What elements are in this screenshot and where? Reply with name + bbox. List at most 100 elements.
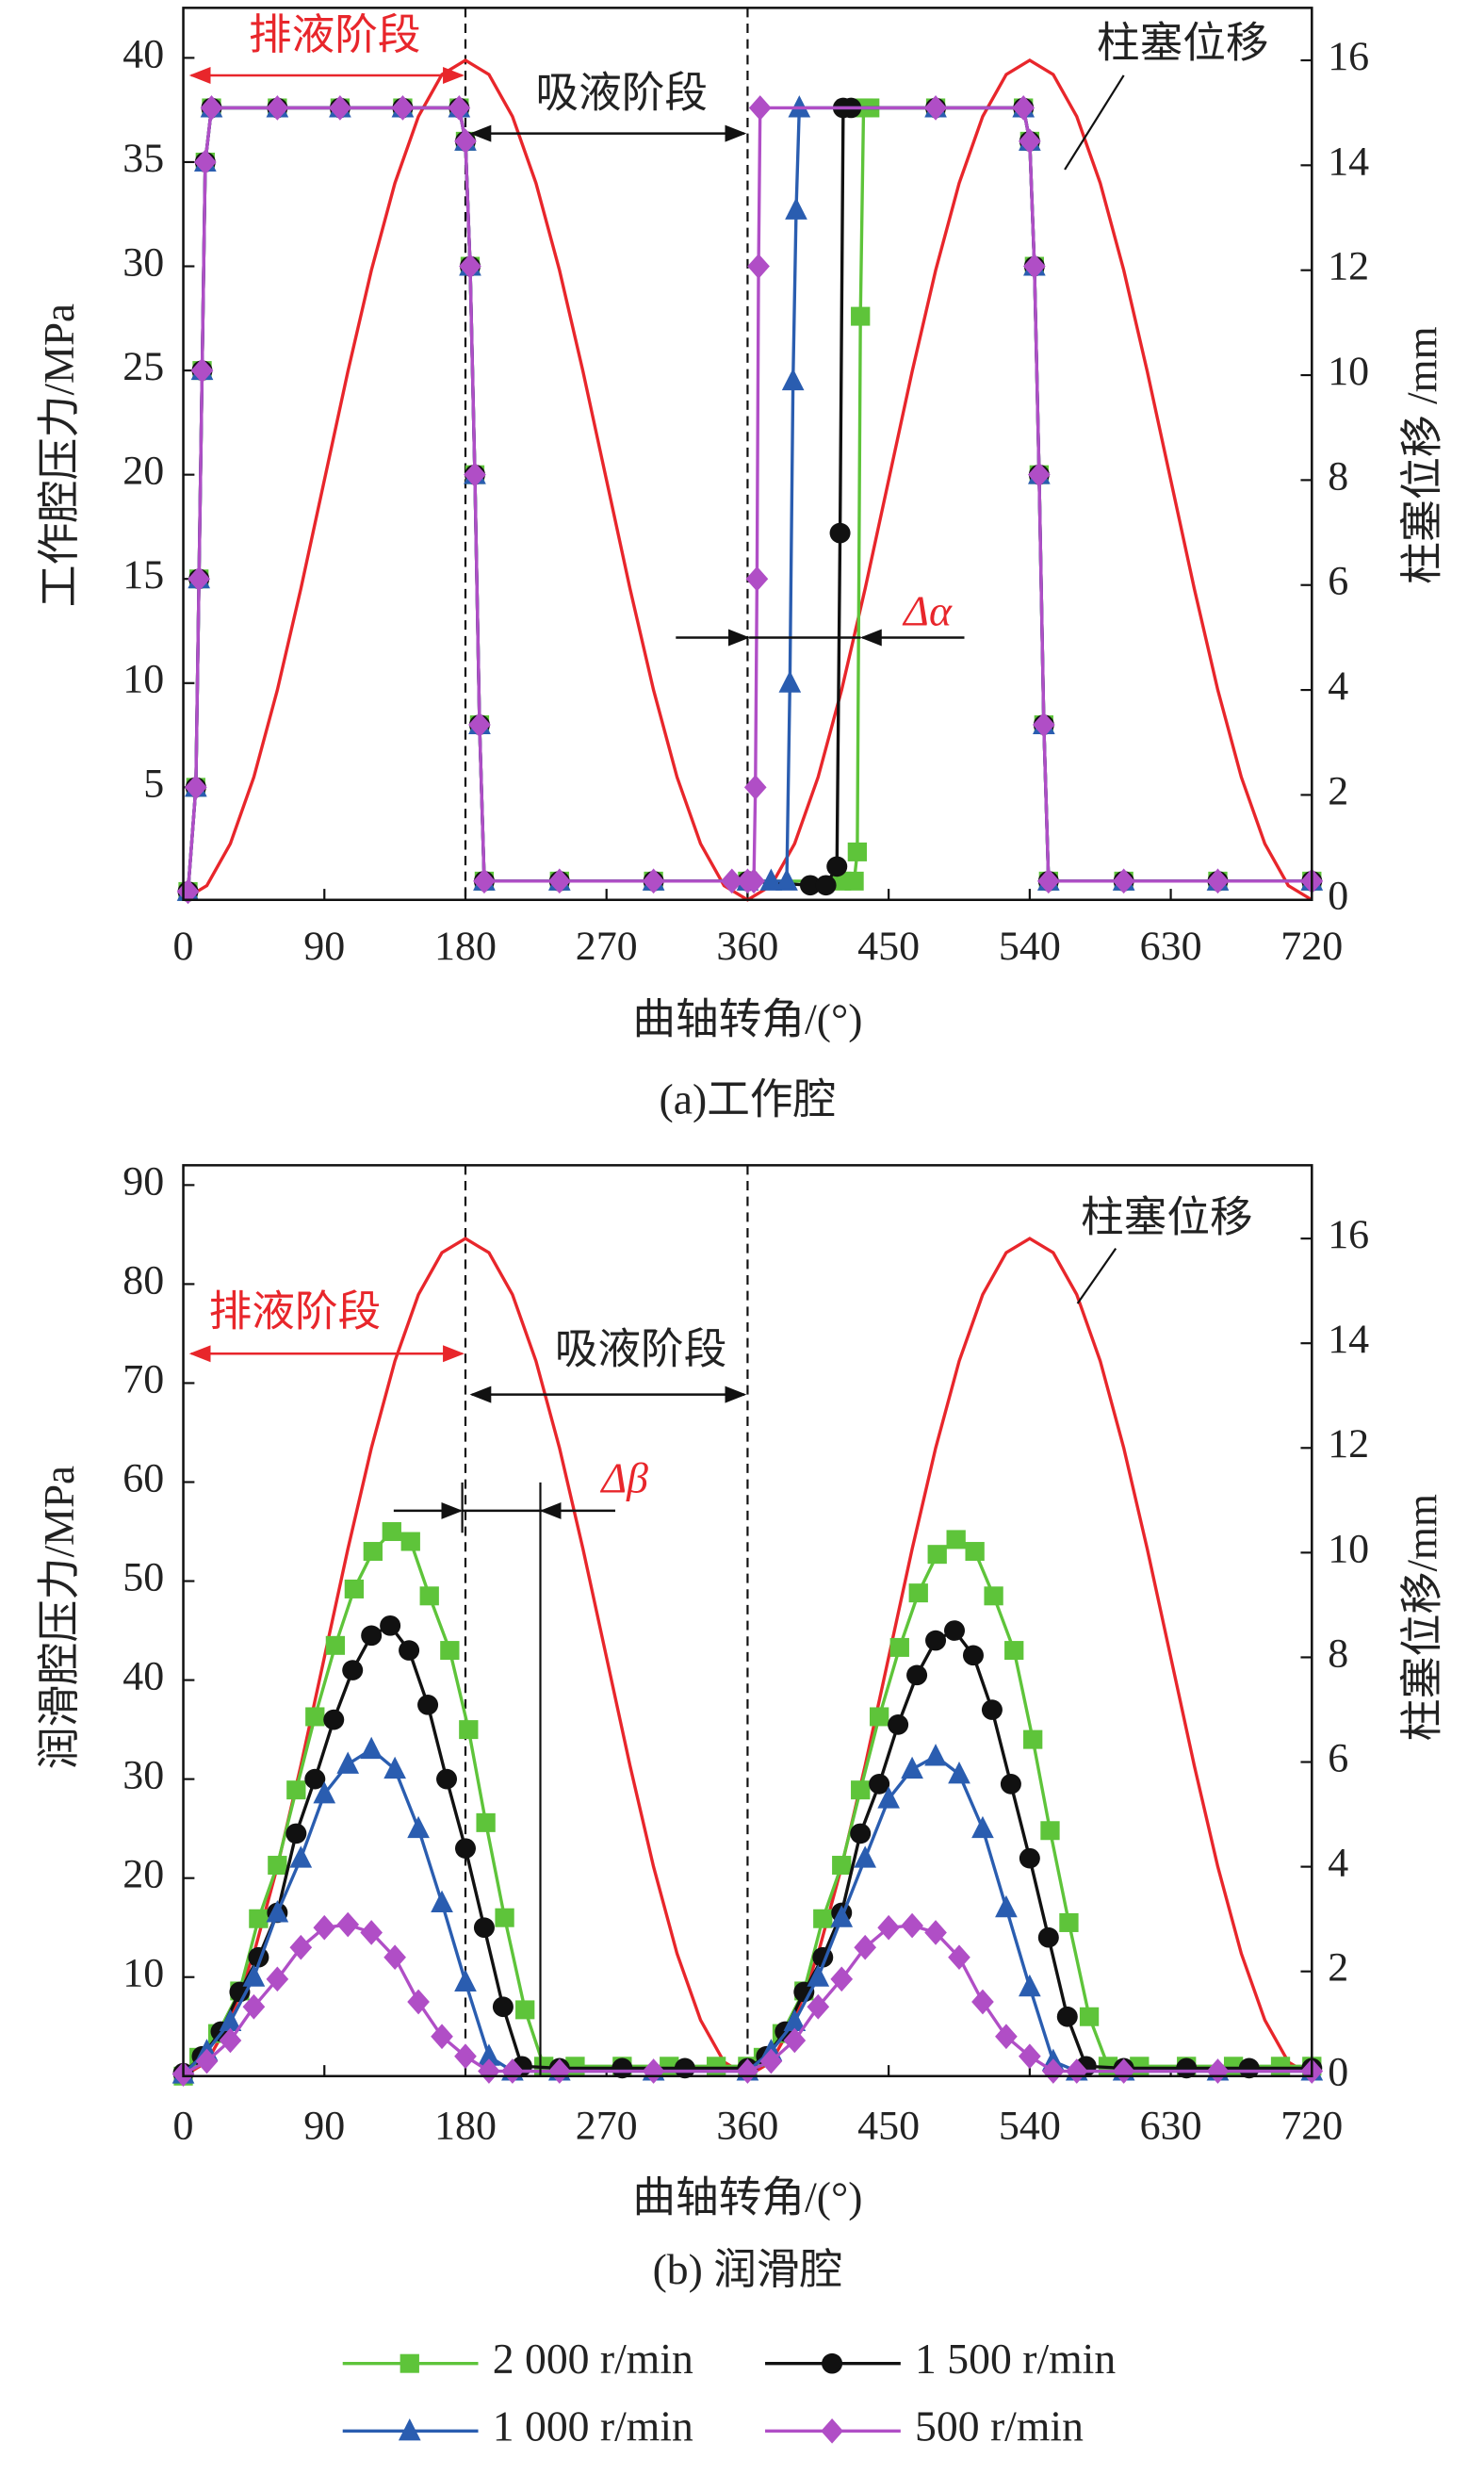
marker <box>674 2057 695 2079</box>
marker <box>242 1964 266 1987</box>
marker <box>984 1586 1003 1606</box>
y2-tick-label: 14 <box>1328 139 1369 185</box>
marker <box>200 95 223 121</box>
marker <box>289 1845 313 1868</box>
y2-tick-label: 0 <box>1328 874 1348 919</box>
series-line <box>186 106 1313 893</box>
marker <box>313 1781 336 1804</box>
marker <box>325 1635 346 1655</box>
marker <box>745 565 769 592</box>
marker <box>363 1542 383 1562</box>
y-tick-label: 35 <box>122 136 164 181</box>
marker <box>1019 1847 1040 1869</box>
marker <box>927 1545 947 1565</box>
y2-tick-label: 12 <box>1328 244 1369 289</box>
marker <box>971 1989 994 2015</box>
marker <box>361 1625 383 1647</box>
x-tick-label: 0 <box>173 2104 194 2149</box>
y2-tick-label: 0 <box>1328 2050 1348 2095</box>
x-tick-label: 180 <box>434 924 497 969</box>
marker <box>830 1966 854 1992</box>
marker <box>547 2058 571 2084</box>
marker <box>925 1630 947 1651</box>
marker <box>193 149 217 175</box>
marker <box>807 1964 830 1987</box>
marker <box>1112 2058 1135 2084</box>
marker <box>478 2043 500 2066</box>
y-tick-label: 40 <box>122 32 164 77</box>
marker <box>869 1774 890 1795</box>
marker <box>360 1920 383 1945</box>
marker <box>813 1909 833 1928</box>
marker <box>785 197 807 220</box>
marker <box>266 1966 289 1992</box>
marker <box>391 95 415 121</box>
marker <box>249 1909 269 1928</box>
y-tick-label: 70 <box>122 1357 164 1402</box>
marker <box>440 1641 460 1661</box>
marker <box>924 95 947 121</box>
y2-axis-label: 柱塞位移/mm <box>1398 1494 1445 1741</box>
marker <box>888 1714 909 1735</box>
y-tick-label: 90 <box>122 1159 164 1205</box>
marker <box>1206 2058 1230 2084</box>
marker <box>981 1699 1003 1720</box>
y-tick-label: 20 <box>122 449 164 494</box>
chart-title: (a)工作腔 <box>660 1076 837 1123</box>
y2-tick-label: 2 <box>1328 1945 1348 1991</box>
y2-tick-label: 14 <box>1328 1317 1369 1362</box>
marker <box>473 868 496 894</box>
marker <box>1019 1974 1041 1997</box>
marker <box>948 1762 970 1784</box>
marker <box>807 1993 830 2020</box>
marker <box>419 1586 439 1606</box>
x-tick-label: 360 <box>716 2104 778 2149</box>
marker <box>473 1917 495 1939</box>
marker <box>1023 1729 1043 1749</box>
series-line <box>186 106 1313 893</box>
plot-frame <box>182 7 1313 902</box>
marker <box>944 1620 966 1641</box>
marker <box>515 2000 535 2020</box>
plot-frame <box>182 1164 1313 2078</box>
y-tick-label: 40 <box>122 1654 164 1699</box>
marker <box>382 1522 401 1542</box>
marker <box>850 1823 872 1844</box>
marker <box>286 1780 306 1800</box>
x-tick-label: 540 <box>999 924 1061 969</box>
marker <box>289 1934 313 1960</box>
marker <box>476 1812 496 1832</box>
marker <box>830 1905 854 1927</box>
x-tick-label: 360 <box>716 924 778 969</box>
x-tick-label: 180 <box>434 2104 497 2149</box>
marker <box>185 775 207 800</box>
marker <box>778 670 802 693</box>
marker <box>854 1845 877 1868</box>
marker <box>971 1815 994 1839</box>
marker <box>242 1993 266 2020</box>
marker <box>642 868 665 894</box>
y2-tick-label: 6 <box>1328 1736 1348 1781</box>
marker <box>1032 712 1055 738</box>
marker <box>1079 2007 1100 2026</box>
y2-tick-label: 2 <box>1328 769 1348 814</box>
marker <box>1019 2043 1041 2070</box>
marker <box>383 1756 406 1779</box>
marker <box>495 1908 514 1927</box>
marker <box>342 1660 364 1680</box>
y2-tick-label: 6 <box>1328 559 1348 604</box>
marker <box>1176 2057 1198 2079</box>
y-axis-label: 润滑腔压力/MPa <box>36 1466 83 1769</box>
marker <box>380 1614 401 1636</box>
legend-label: 1 000 r/min <box>493 2403 693 2450</box>
marker <box>1004 1641 1024 1661</box>
x-tick-label: 270 <box>576 2104 638 2149</box>
marker <box>431 1890 453 1912</box>
marker <box>870 1707 889 1727</box>
y-tick-label: 30 <box>122 1753 164 1798</box>
marker <box>707 2057 726 2076</box>
y2-tick-label: 12 <box>1328 1422 1369 1467</box>
marker <box>313 1914 336 1941</box>
marker <box>501 2058 524 2084</box>
